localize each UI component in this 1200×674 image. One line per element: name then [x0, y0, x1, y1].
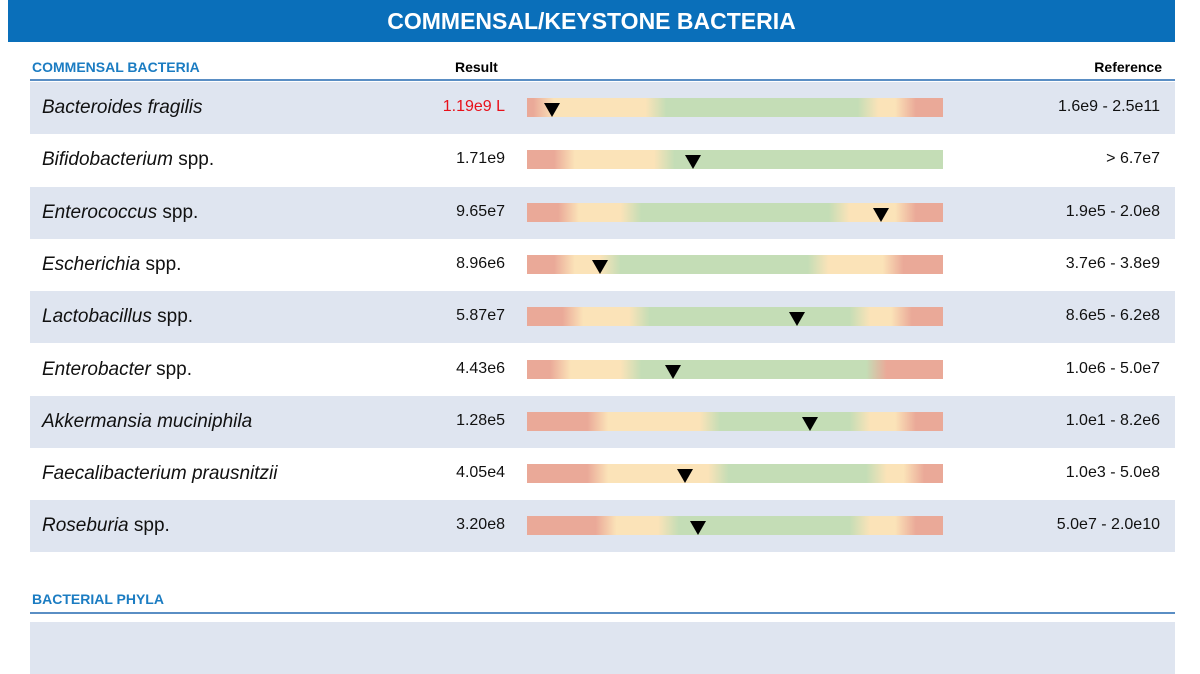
- row: Escherichia spp. 8.96e6 3.7e6 - 3.8e9: [30, 239, 1175, 291]
- range-bar: [527, 202, 943, 222]
- result-marker: [591, 259, 608, 274]
- divider: [30, 79, 1175, 81]
- name-text: Bifidobacterium: [42, 149, 173, 171]
- result: 4.05e4: [456, 464, 505, 482]
- name-text: Bacteroides fragilis: [42, 97, 203, 118]
- row: Akkermansia muciniphila 1.28e5 1.0e1 - 8.2…: [30, 395, 1175, 448]
- range-bar: [527, 150, 943, 170]
- name-text: Enterobacter: [42, 358, 151, 380]
- row: Enterococcus spp. 9.65e7 1.9e5 - 2.0e8: [30, 186, 1175, 239]
- row: Enterobacter spp. 4.43e6 1.0e6 - 5.0e7: [30, 344, 1175, 396]
- reference: 1.0e3 - 5.0e8: [1065, 464, 1160, 482]
- column-header: Result: [455, 59, 498, 75]
- range-bar: [527, 359, 943, 379]
- result-marker: [685, 155, 702, 170]
- reference: 1.0e1 - 8.2e6: [1065, 411, 1160, 429]
- bacteria-name: Roseburia spp.: [42, 515, 170, 537]
- name-suffix: spp.: [133, 515, 170, 537]
- reference: > 6.7e7: [1106, 150, 1160, 168]
- reference: 1.6e9 - 2.5e11: [1057, 98, 1160, 115]
- name-suffix: spp.: [157, 306, 194, 328]
- column-header: Reference: [1094, 59, 1162, 75]
- row: Roseburia spp. 3.20e8 5.0e7 - 2.0e10: [30, 500, 1175, 553]
- name-suffix: spp.: [178, 149, 215, 171]
- bacteria-name: Enterococcus spp.: [42, 202, 198, 224]
- bacteria-name: Escherichia spp.: [42, 254, 181, 276]
- reference: 5.0e7 - 2.0e10: [1056, 516, 1160, 534]
- divider: [30, 612, 1175, 614]
- page: COMMENSAL/KEYSTONE BACTERIA COMMENSAL BA…: [8, 0, 1175, 674]
- result: 1.71e9: [456, 150, 505, 168]
- range-bar: [527, 411, 943, 431]
- name-text: Akkermansia muciniphila: [42, 410, 253, 432]
- reference: 1.9e5 - 2.0e8: [1065, 202, 1160, 220]
- range-bar: [527, 307, 943, 327]
- name-text: Faecalibacterium prausnitzii: [42, 463, 278, 485]
- range-bar: [527, 98, 943, 117]
- bacteria-name: Faecalibacterium prausnitzii: [42, 463, 278, 485]
- range-bar: [527, 516, 943, 536]
- header-title: COMMENSAL/KEYSTONE BACTERIA: [8, 0, 1175, 42]
- result: 5.87e7: [456, 307, 505, 325]
- result-marker: [789, 312, 806, 327]
- bacteria-name: Lactobacillus spp.: [42, 306, 193, 328]
- range-bar: [527, 254, 943, 274]
- result-marker: [801, 416, 818, 431]
- result: 3.20e8: [456, 516, 505, 534]
- result: 1.28e5: [456, 411, 505, 429]
- result: 4.43e6: [456, 359, 505, 377]
- name-suffix: spp.: [156, 358, 192, 380]
- bacteria-name: Enterobacter spp.: [42, 359, 192, 381]
- result-marker: [677, 469, 694, 484]
- bacteria-name: Akkermansia muciniphila: [42, 411, 252, 433]
- bacteria-name: Bifidobacterium spp.: [42, 149, 214, 171]
- name-suffix: spp.: [162, 201, 199, 223]
- range-bar: [527, 464, 943, 484]
- name-text: Escherichia: [42, 253, 141, 275]
- result: 9.65e7: [456, 202, 505, 220]
- result: 8.96e6: [456, 254, 505, 272]
- result-marker: [543, 103, 560, 117]
- section-title: BACTERIAL PHYLA: [32, 591, 164, 607]
- result-marker: [664, 364, 681, 379]
- bacteria-name: Bacteroides fragilis: [42, 97, 203, 119]
- row: Lactobacillus spp. 5.87e7 8.6e5 - 6.2e8: [30, 291, 1175, 344]
- name-text: Enterococcus: [42, 201, 158, 223]
- row: Bacteroides fragilis 1.19e9 L 1.6e9 - 2.5e…: [30, 82, 1175, 134]
- result-marker: [872, 207, 889, 222]
- reference: 8.6e5 - 6.2e8: [1065, 307, 1160, 325]
- section-title: COMMENSAL BACTERIA: [32, 59, 200, 75]
- row: Faecalibacterium prausnitzii 4.05e4 1.0e3 …: [30, 448, 1175, 500]
- reference: 3.7e6 - 3.8e9: [1065, 254, 1160, 272]
- result: 1.19e9 L: [442, 98, 505, 115]
- name-text: Lactobacillus: [42, 306, 152, 328]
- name-text: Roseburia: [42, 515, 129, 537]
- name-suffix: spp.: [145, 253, 182, 275]
- reference: 1.0e6 - 5.0e7: [1065, 359, 1160, 377]
- result-marker: [689, 521, 706, 536]
- row: Bifidobacterium spp. 1.71e9 > 6.7e7: [30, 134, 1175, 186]
